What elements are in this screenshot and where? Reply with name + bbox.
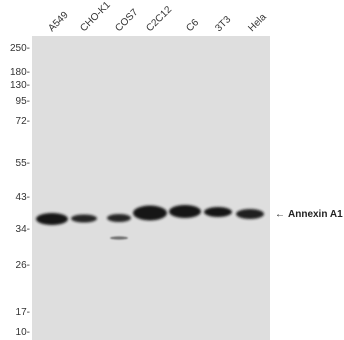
band-c2c12 bbox=[133, 205, 167, 221]
lane-label-cho-k1: CHO-K1 bbox=[78, 0, 113, 34]
band-a549 bbox=[36, 213, 68, 225]
mw-label-34: 34- bbox=[16, 224, 30, 235]
mw-label-95: 95- bbox=[16, 96, 30, 107]
mw-label-10: 10- bbox=[16, 327, 30, 338]
mw-label-17: 17- bbox=[16, 307, 30, 318]
mw-label-43: 43- bbox=[16, 192, 30, 203]
band-hela bbox=[236, 209, 264, 219]
mw-label-26: 26- bbox=[16, 260, 30, 271]
lane-label-c2c12: C2C12 bbox=[144, 4, 174, 34]
band-c6 bbox=[169, 205, 201, 218]
mw-label-72: 72- bbox=[16, 116, 30, 127]
mw-label-130: 130- bbox=[10, 80, 30, 91]
target-name: Annexin A1 bbox=[288, 209, 343, 220]
mw-label-250: 250- bbox=[10, 43, 30, 54]
target-annotation: ← Annexin A1 bbox=[275, 209, 343, 220]
band-3t3 bbox=[204, 207, 232, 217]
lane-label-c6: C6 bbox=[184, 17, 201, 34]
lane-label-hela: Hela bbox=[246, 11, 269, 34]
membrane bbox=[32, 36, 270, 340]
lane-label-3t3: 3T3 bbox=[213, 14, 233, 34]
lane-label-cos7: COS7 bbox=[113, 7, 140, 34]
mw-label-180: 180- bbox=[10, 67, 30, 78]
mw-label-55: 55- bbox=[16, 158, 30, 169]
band-cho-k1 bbox=[71, 214, 97, 223]
band-cos7-faint bbox=[110, 236, 128, 240]
lane-label-a549: A549 bbox=[46, 10, 71, 35]
mw-markers: 250- 180- 130- 95- 72- 55- 43- 34- 26- 1… bbox=[10, 43, 30, 338]
bands bbox=[36, 205, 264, 240]
band-cos7 bbox=[107, 214, 131, 222]
lane-labels: A549 CHO-K1 COS7 C2C12 C6 3T3 Hela bbox=[46, 0, 269, 34]
target-arrow-icon: ← bbox=[275, 209, 285, 220]
